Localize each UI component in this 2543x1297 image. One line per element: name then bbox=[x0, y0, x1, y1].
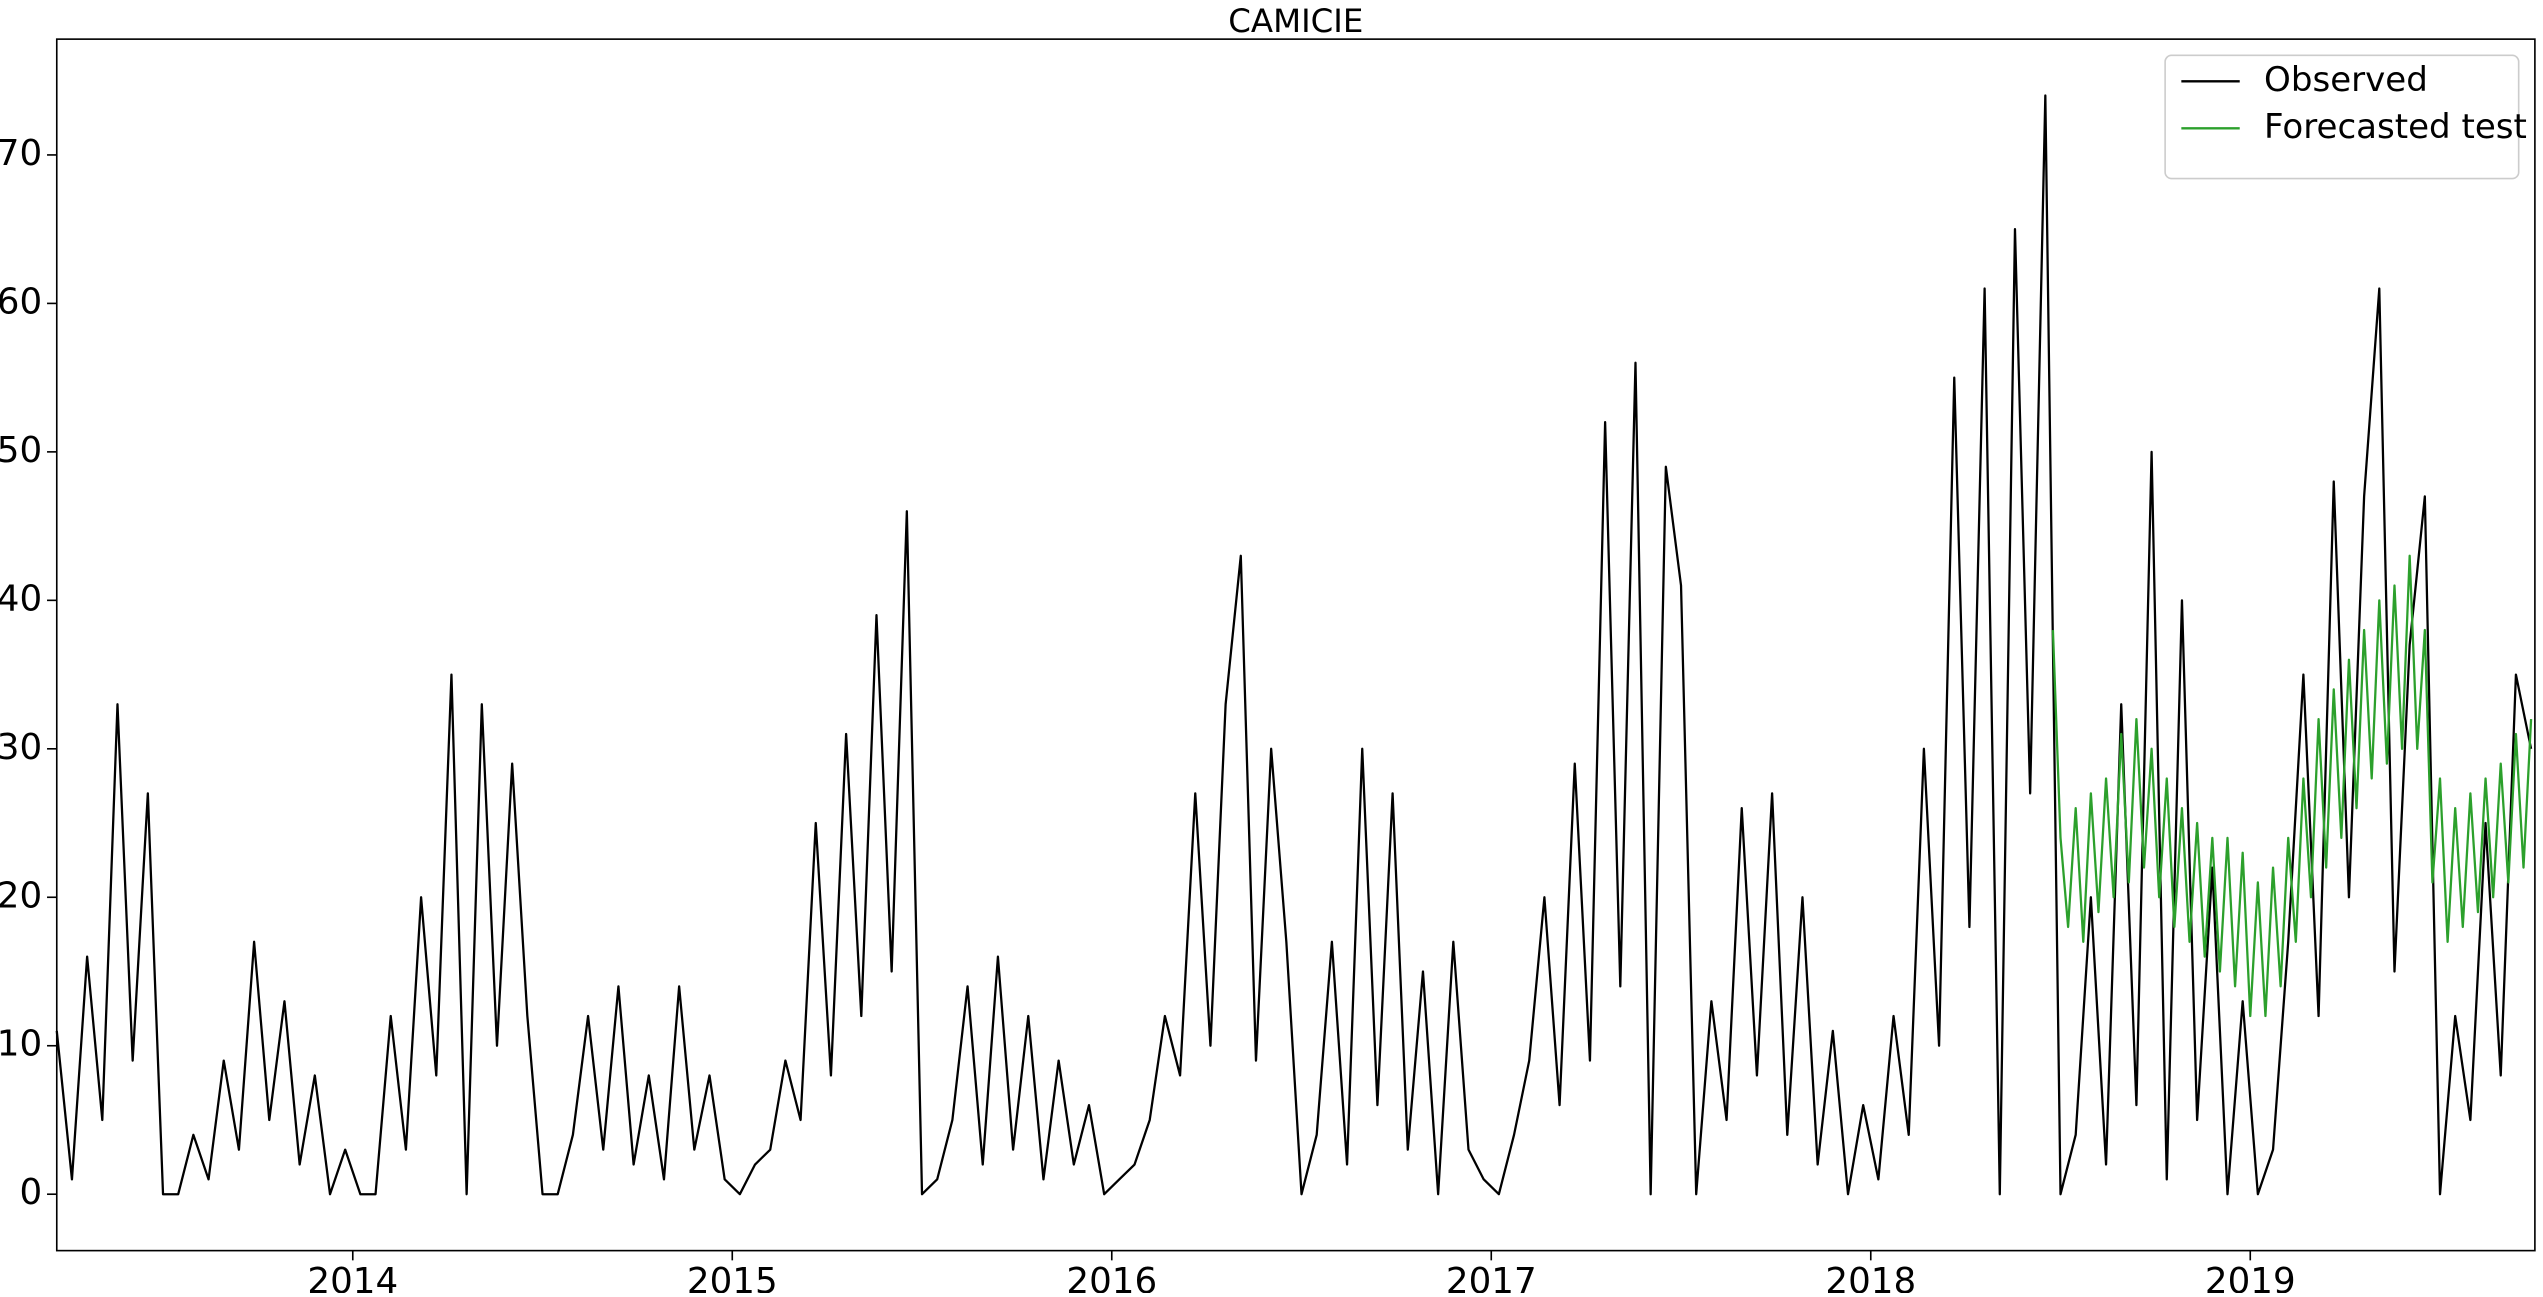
y-tick-label: 50 bbox=[0, 430, 42, 471]
series-line bbox=[55, 94, 2533, 1196]
legend-label: Forecasted test bbox=[2264, 107, 2527, 147]
y-tick-label: 60 bbox=[0, 281, 42, 322]
x-tick-label: 2018 bbox=[1825, 1261, 1916, 1293]
y-tick-label: 20 bbox=[0, 875, 42, 916]
x-tick-label: 2017 bbox=[1446, 1261, 1537, 1293]
legend-box bbox=[2164, 54, 2520, 180]
y-tick-label: 70 bbox=[0, 133, 42, 174]
x-tick-label: 2016 bbox=[1066, 1261, 1157, 1293]
y-tick-label: 30 bbox=[0, 727, 42, 768]
series-line bbox=[2051, 554, 2533, 1018]
y-tick-label: 40 bbox=[0, 578, 42, 619]
x-tick-label: 2015 bbox=[687, 1261, 778, 1293]
legend-label: Observed bbox=[2264, 60, 2428, 100]
chart-title: CAMICIE bbox=[1228, 2, 1363, 40]
x-tick-label: 2014 bbox=[307, 1261, 398, 1293]
y-tick-label: 0 bbox=[19, 1172, 42, 1213]
plot-frame bbox=[55, 38, 2536, 1252]
y-tick-label: 10 bbox=[0, 1024, 42, 1065]
x-tick-label: 2019 bbox=[2205, 1261, 2296, 1293]
